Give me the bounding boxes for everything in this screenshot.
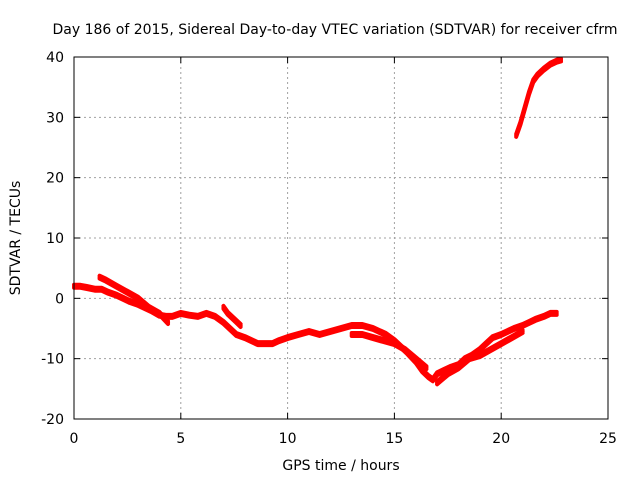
y-tick-label: 0 [55,291,64,307]
grid-lines [74,57,608,419]
y-tick-label: 20 [46,171,64,187]
x-tick-label: 15 [385,431,403,447]
x-tick-label: 25 [599,431,617,447]
y-axis-tick-labels: -20 -10 0 10 20 30 40 [41,50,64,428]
y-tick-label: 10 [46,231,64,247]
series-line-overlap [97,276,170,326]
y-tick-label: -20 [41,412,64,428]
chart-title: Day 186 of 2015, Sidereal Day-to-day VTE… [53,22,618,38]
series-line-overlap [435,331,525,387]
x-axis-tick-labels: 0 5 10 15 20 25 [70,431,617,447]
x-tick-label: 5 [176,431,185,447]
series-line-overlap [514,59,563,139]
y-tick-label: 30 [46,110,64,126]
x-tick-label: 10 [279,431,297,447]
x-axis-label: GPS time / hours [282,458,399,474]
y-axis-label: SDTVAR / TECUs [8,181,24,296]
x-tick-label: 0 [70,431,79,447]
axis-ticks [73,56,609,420]
x-tick-label: 20 [492,431,510,447]
series-line-overlap [349,331,429,369]
series-line-overlap [435,328,525,384]
data-series [72,56,563,387]
y-tick-label: -10 [41,352,64,368]
series-line-overlap [221,306,243,329]
series-line-overlap [97,273,170,323]
y-tick-label: 40 [46,50,64,66]
series-line-overlap [349,334,429,372]
